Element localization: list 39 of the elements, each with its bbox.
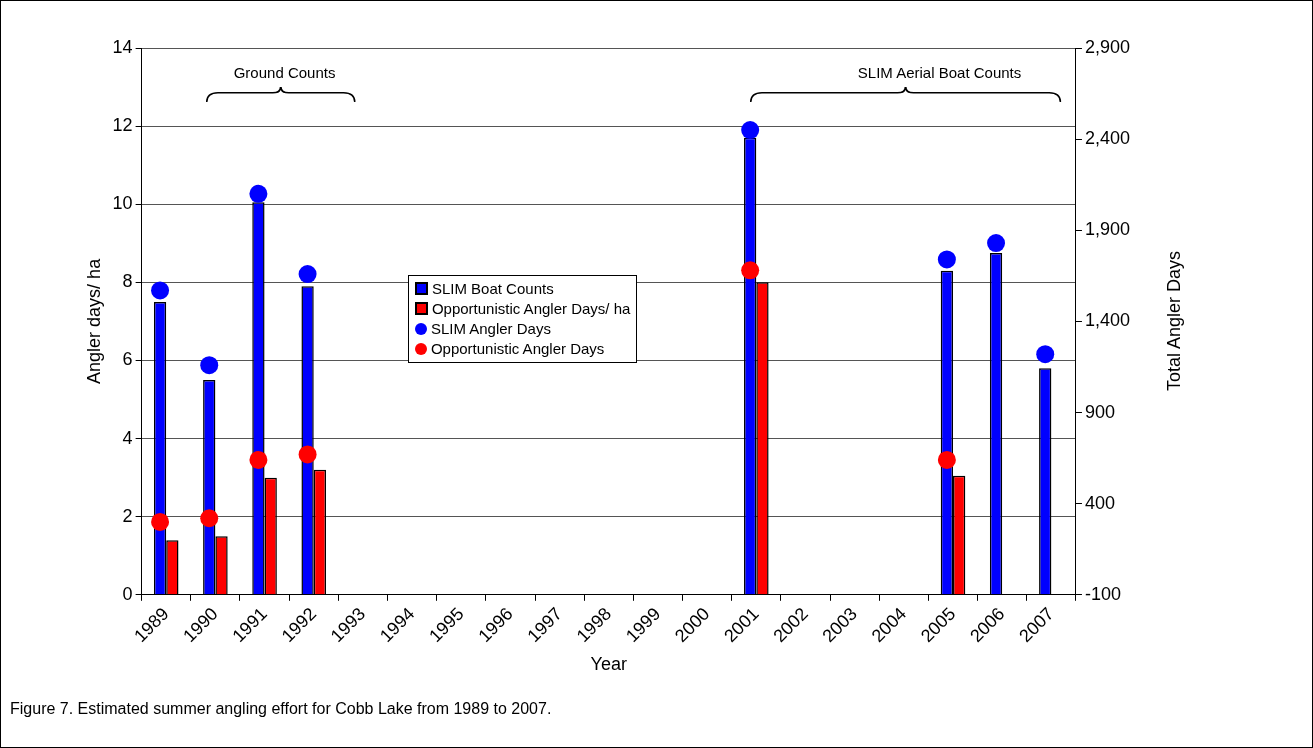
legend-label: SLIM Angler Days (430, 318, 551, 339)
legend-label: Opportunistic Angler Days/ ha (431, 298, 631, 319)
legend-label: Opportunistic Angler Days (430, 338, 605, 359)
point (249, 184, 268, 203)
annotation: Ground Counts (233, 63, 336, 81)
point (249, 450, 268, 469)
point (200, 509, 219, 528)
y2-tick-label: 2,900 (1084, 36, 1130, 57)
point (741, 261, 760, 280)
annotation: SLIM Aerial Boat Counts (857, 63, 1022, 81)
y2-tick-label: 1,400 (1084, 310, 1130, 331)
y-tick-label: 4 (122, 427, 133, 448)
y2-tick-label: 1,900 (1084, 219, 1130, 240)
point (741, 121, 760, 140)
y-tick-label: 14 (112, 36, 133, 57)
y2-tick-label: 400 (1084, 492, 1115, 513)
point (298, 445, 317, 464)
caption: Figure 7. Estimated summer angling effort for Cobb Lake from 1989 to 2007. (10, 700, 552, 718)
y-tick-label: 10 (112, 193, 133, 214)
y-axis-title: Angler days/ ha (83, 257, 104, 384)
point (200, 356, 219, 375)
y2-axis-title: Total Angler Days (1163, 251, 1185, 392)
point (937, 450, 956, 469)
legend-label: SLIM Boat Counts (431, 278, 554, 299)
point (1036, 345, 1055, 364)
point (298, 265, 317, 284)
point (151, 512, 170, 531)
point (151, 281, 170, 300)
y-tick-label: 12 (112, 115, 133, 136)
y2-tick-label: -100 (1084, 583, 1121, 604)
y-tick-label: 8 (122, 271, 133, 292)
y-tick-label: 0 (122, 583, 133, 604)
y-tick-label: 2 (122, 505, 133, 526)
y2-tick-label: 2,400 (1084, 128, 1130, 149)
x-axis-title: Year (590, 654, 627, 675)
point (937, 250, 956, 269)
y-tick-label: 6 (122, 349, 133, 370)
y2-tick-label: 900 (1084, 401, 1115, 422)
point (987, 234, 1006, 253)
